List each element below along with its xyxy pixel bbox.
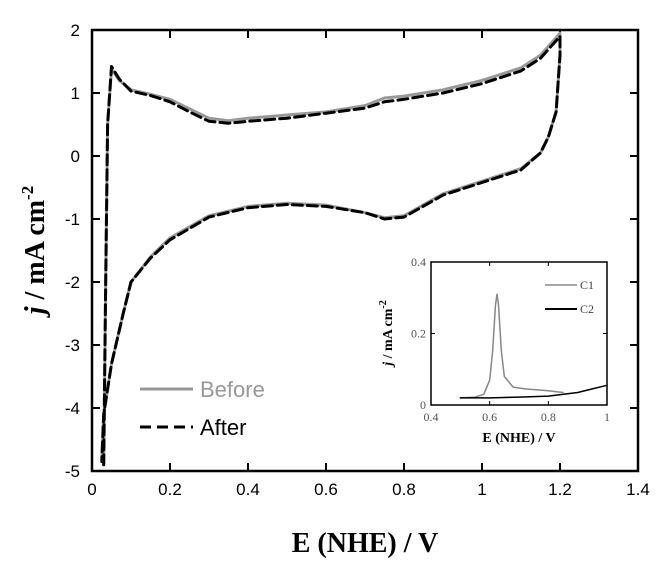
x-tick-label: 0.8 <box>541 410 556 424</box>
y-tick-label: -2 <box>65 273 80 292</box>
inset-ylabel: j / mA cm-2 <box>378 300 396 368</box>
main-xlabel: E (NHE) / V <box>292 528 439 559</box>
x-tick-label: 1.4 <box>626 480 650 499</box>
x-tick-label: 0.6 <box>482 410 497 424</box>
main-ylabel: j / mA cm-2 <box>18 186 51 318</box>
inset-chart: 0.4 0.6 0.8 1 0.4 0.2 0 E (NHE) / V j / mA cm-… <box>378 255 610 446</box>
inset-legend-label-c1: C1 <box>580 278 594 292</box>
x-tick-label: 1.2 <box>548 480 572 499</box>
inset-ticks: 0.4 0.6 0.8 1 0.4 0.2 0 <box>411 255 610 424</box>
main-ylabel-unit: / mA cm <box>20 200 51 307</box>
main-legend: Before After <box>140 377 265 440</box>
main-plot-frame <box>90 28 640 473</box>
inset-ylabel-unit: / mA cm <box>381 308 396 362</box>
inset-xlabel: E (NHE) / V <box>482 431 555 446</box>
x-tick-label: 0.4 <box>424 410 439 424</box>
main-ticks: 0 0.2 0.4 0.6 0.8 1 1.2 1.4 2 1 0 -1 -2 -3 -4 -5 <box>65 21 650 499</box>
inset-legend: C1 C2 <box>545 278 594 316</box>
inset-ylabel-symbol: j <box>381 362 396 368</box>
y-tick-label: 0 <box>71 147 80 166</box>
main-series <box>100 31 562 467</box>
x-tick-label: 0.8 <box>392 480 416 499</box>
legend-label-before: Before <box>200 377 265 402</box>
y-tick-label: 1 <box>71 84 80 103</box>
x-tick-label: 0 <box>87 480 96 499</box>
y-tick-label: -5 <box>65 462 80 481</box>
y-tick-label: 0.4 <box>411 255 426 269</box>
x-tick-label: 1 <box>477 480 486 499</box>
y-tick-label: 0 <box>420 398 426 412</box>
x-tick-label: 0.4 <box>236 480 260 499</box>
x-tick-label: 0.2 <box>158 480 182 499</box>
x-tick-label: 0.6 <box>314 480 338 499</box>
y-tick-label: 0.2 <box>411 327 426 341</box>
main-ylabel-exponent: -2 <box>18 186 37 200</box>
series-line-c2 <box>459 384 608 399</box>
inset-series <box>459 293 608 399</box>
legend-label-after: After <box>200 415 246 440</box>
y-tick-label: 2 <box>71 21 80 40</box>
series-line-c1 <box>459 293 564 399</box>
main-ylabel-symbol: j <box>20 306 51 318</box>
y-tick-label: -4 <box>65 399 80 418</box>
x-tick-label: 1 <box>604 410 610 424</box>
inset-legend-label-c2: C2 <box>580 302 594 316</box>
y-tick-label: -1 <box>65 210 80 229</box>
y-tick-label: -3 <box>65 336 80 355</box>
series-line-after <box>100 34 562 467</box>
inset-ylabel-exponent: -2 <box>378 300 389 308</box>
series-line-before <box>100 31 562 467</box>
